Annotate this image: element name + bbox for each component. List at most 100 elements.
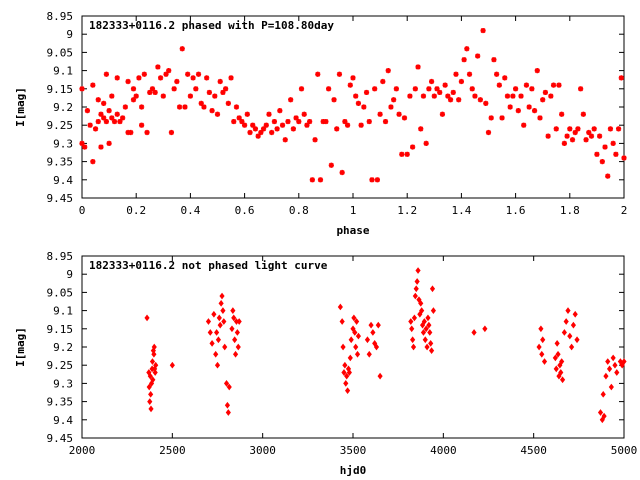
data-point <box>575 126 581 132</box>
data-point <box>144 129 150 136</box>
data-point <box>428 340 434 347</box>
x-tick-label: 1 <box>350 204 357 217</box>
data-point <box>574 336 580 344</box>
plot-frame <box>81 255 625 439</box>
data-point <box>469 86 475 92</box>
data-point <box>364 336 371 344</box>
data-point <box>279 122 286 128</box>
data-point <box>228 75 234 81</box>
data-point <box>225 100 231 106</box>
data-point <box>346 369 352 376</box>
data-point <box>369 177 375 183</box>
data-point <box>98 111 104 117</box>
data-point <box>363 89 370 96</box>
data-point <box>423 325 429 333</box>
data-point <box>190 75 196 81</box>
data-point <box>101 115 107 121</box>
data-point <box>412 86 418 92</box>
data-point <box>420 93 427 99</box>
data-point <box>153 361 159 369</box>
data-point <box>610 140 616 146</box>
x-tick-label: 2 <box>621 204 628 217</box>
data-point <box>348 336 354 344</box>
data-point <box>328 162 334 168</box>
data-point <box>612 361 618 369</box>
data-point <box>211 310 217 318</box>
data-point <box>171 86 177 92</box>
data-point <box>304 122 310 128</box>
chart-title: 182333+0116.2 not phased light curve <box>89 259 328 272</box>
data-point <box>483 100 489 106</box>
y-tick-label: 9.4 <box>53 414 73 427</box>
data-point <box>133 93 139 99</box>
data-point <box>151 350 157 358</box>
data-point <box>263 122 269 128</box>
data-point <box>504 93 511 99</box>
data-point <box>586 129 592 136</box>
data-point <box>366 350 372 358</box>
data-point <box>187 93 193 99</box>
y-tick-label: 9.1 <box>53 305 73 318</box>
data-point <box>146 383 152 391</box>
data-point <box>494 71 500 77</box>
data-point <box>214 361 221 369</box>
data-point <box>114 111 120 117</box>
data-point <box>317 177 324 183</box>
data-point <box>534 68 540 74</box>
data-point <box>236 115 242 121</box>
y-tick-label: 9.05 <box>47 286 74 299</box>
data-point <box>410 343 417 351</box>
data-point <box>282 137 288 143</box>
x-tick-label: 1.4 <box>451 204 471 217</box>
data-point <box>601 412 607 420</box>
data-point <box>168 129 175 136</box>
data-point <box>415 267 421 274</box>
data-point <box>523 82 530 88</box>
data-point <box>439 111 446 117</box>
data-point <box>220 307 226 314</box>
data-point <box>447 97 454 103</box>
data-point <box>217 321 223 329</box>
data-point <box>621 155 627 161</box>
data-point <box>101 100 107 106</box>
data-point <box>578 86 584 92</box>
data-point <box>450 89 456 96</box>
data-point <box>277 108 283 114</box>
data-point <box>315 71 321 77</box>
y-axis-label: I[mag] <box>14 87 27 127</box>
data-point <box>152 89 158 96</box>
y-tick-label: 8.95 <box>47 10 74 23</box>
data-point <box>79 86 85 92</box>
data-point <box>475 53 481 59</box>
data-point <box>373 343 380 351</box>
data-point <box>427 329 433 336</box>
data-point <box>206 89 212 96</box>
data-point <box>409 325 415 333</box>
data-point <box>163 71 169 77</box>
data-points <box>79 27 627 183</box>
data-point <box>213 350 219 358</box>
data-point <box>109 115 115 121</box>
x-tick-label: 0.6 <box>235 204 255 217</box>
data-point <box>382 118 389 125</box>
data-point <box>385 68 391 74</box>
data-point <box>87 122 93 128</box>
data-point <box>347 354 353 362</box>
data-point <box>550 82 557 88</box>
data-point <box>114 75 120 81</box>
data-point <box>458 78 464 85</box>
data-point <box>149 358 156 365</box>
data-point <box>271 118 278 125</box>
data-point <box>290 126 296 132</box>
data-point <box>269 129 275 136</box>
data-point <box>125 129 131 136</box>
data-point <box>496 82 502 88</box>
data-point <box>226 383 232 391</box>
data-point <box>342 118 348 125</box>
x-tick-label: 4000 <box>430 444 457 457</box>
data-point <box>176 104 183 110</box>
data-point <box>391 97 397 103</box>
data-point <box>411 314 418 322</box>
data-point <box>195 71 202 77</box>
y-tick-label: 9.35 <box>47 156 74 169</box>
